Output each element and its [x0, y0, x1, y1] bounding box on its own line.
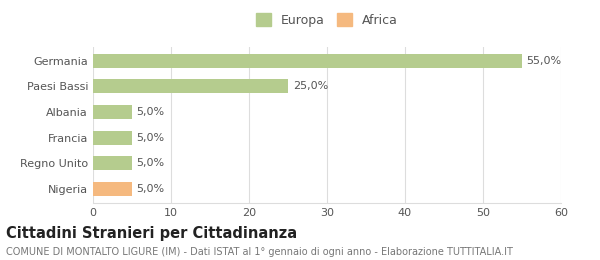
Bar: [93, 182, 132, 196]
Text: 25,0%: 25,0%: [293, 81, 328, 92]
Text: 5,0%: 5,0%: [137, 133, 165, 142]
Text: 5,0%: 5,0%: [137, 184, 165, 194]
Bar: [93, 131, 132, 145]
Text: 55,0%: 55,0%: [527, 56, 562, 66]
Text: 5,0%: 5,0%: [137, 107, 165, 117]
Text: 5,0%: 5,0%: [137, 158, 165, 168]
Text: Cittadini Stranieri per Cittadinanza: Cittadini Stranieri per Cittadinanza: [6, 226, 297, 241]
Bar: [93, 54, 522, 68]
Text: COMUNE DI MONTALTO LIGURE (IM) - Dati ISTAT al 1° gennaio di ogni anno - Elabora: COMUNE DI MONTALTO LIGURE (IM) - Dati IS…: [6, 247, 513, 257]
Bar: [93, 80, 288, 94]
Legend: Europa, Africa: Europa, Africa: [252, 9, 402, 30]
Bar: [93, 156, 132, 170]
Bar: [93, 105, 132, 119]
